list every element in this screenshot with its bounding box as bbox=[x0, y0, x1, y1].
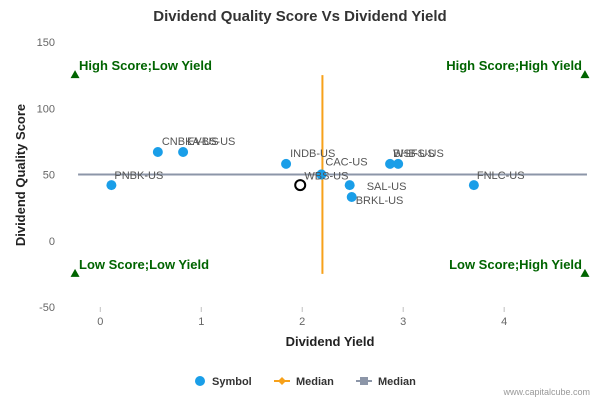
data-point-label: CAC-US bbox=[325, 157, 367, 169]
x-tick-label: 0 bbox=[97, 316, 103, 328]
y-axis-title: Dividend Quality Score bbox=[13, 104, 28, 246]
x-tick-label: 1 bbox=[198, 316, 204, 328]
x-tick-label: 2 bbox=[299, 316, 305, 328]
data-point-label: WBS-US bbox=[304, 171, 348, 183]
data-point-label: CNBKA-US bbox=[162, 136, 219, 148]
data-point[interactable] bbox=[468, 180, 479, 191]
quadrant-marker-icon bbox=[580, 70, 590, 79]
data-point-label: EVBS-US bbox=[187, 136, 235, 148]
credit-text: www.capitalcube.com bbox=[502, 387, 590, 397]
quadrant-marker-icon bbox=[580, 268, 590, 277]
data-point[interactable] bbox=[178, 146, 189, 157]
y-axis-ticks: -50 0 50 100 150 bbox=[37, 37, 55, 314]
quadrant-marker-icon bbox=[70, 70, 80, 79]
data-point-label: BRKL-US bbox=[356, 195, 404, 207]
data-point[interactable] bbox=[344, 180, 355, 191]
data-point-label: PNBK-US bbox=[114, 170, 163, 182]
data-point[interactable] bbox=[152, 146, 163, 157]
y-tick-label: -50 bbox=[39, 302, 55, 314]
data-point-label: FNLC-US bbox=[477, 170, 525, 182]
y-tick-label: 150 bbox=[37, 37, 55, 49]
highlighted-data-point[interactable] bbox=[294, 179, 307, 192]
quadrant-markers bbox=[70, 70, 590, 277]
quadrant-label-top-right: High Score;High Yield bbox=[446, 58, 582, 73]
x-tick-label: 4 bbox=[501, 316, 507, 328]
legend-symbol-label[interactable]: Symbol bbox=[212, 376, 252, 388]
legend-symbol-marker[interactable] bbox=[195, 376, 205, 386]
y-tick-label: 50 bbox=[43, 170, 55, 182]
data-point[interactable] bbox=[385, 158, 396, 169]
x-axis-ticks: 0 1 2 3 4 bbox=[97, 307, 507, 328]
quadrant-label-bottom-right: Low Score;High Yield bbox=[449, 257, 582, 272]
legend: Symbol Median Median bbox=[195, 376, 416, 388]
legend-median-horizontal-label[interactable]: Median bbox=[378, 376, 416, 388]
y-tick-label: 100 bbox=[37, 103, 55, 115]
quadrant-label-top-left: High Score;Low Yield bbox=[79, 58, 212, 73]
data-point-label: WSFS-US bbox=[393, 148, 444, 160]
x-tick-label: 3 bbox=[400, 316, 406, 328]
data-point[interactable] bbox=[393, 158, 404, 169]
data-points bbox=[106, 146, 479, 203]
data-point-label: SAL-US bbox=[367, 181, 407, 193]
legend-median-horizontal-marker bbox=[360, 377, 368, 385]
y-tick-label: 0 bbox=[49, 236, 55, 248]
data-point-label: BHB-US bbox=[393, 148, 435, 160]
data-point[interactable] bbox=[281, 158, 292, 169]
quadrant-label-bottom-left: Low Score;Low Yield bbox=[79, 257, 209, 272]
data-point[interactable] bbox=[106, 180, 117, 191]
data-point[interactable] bbox=[346, 192, 357, 203]
legend-median-vertical-marker bbox=[278, 377, 286, 385]
data-point[interactable] bbox=[316, 169, 327, 180]
x-axis-title: Dividend Yield bbox=[286, 334, 375, 349]
data-point-label: INDB-US bbox=[290, 148, 335, 160]
quadrant-marker-icon bbox=[70, 268, 80, 277]
chart-title: Dividend Quality Score Vs Dividend Yield bbox=[153, 8, 446, 25]
legend-median-vertical-label[interactable]: Median bbox=[296, 376, 334, 388]
